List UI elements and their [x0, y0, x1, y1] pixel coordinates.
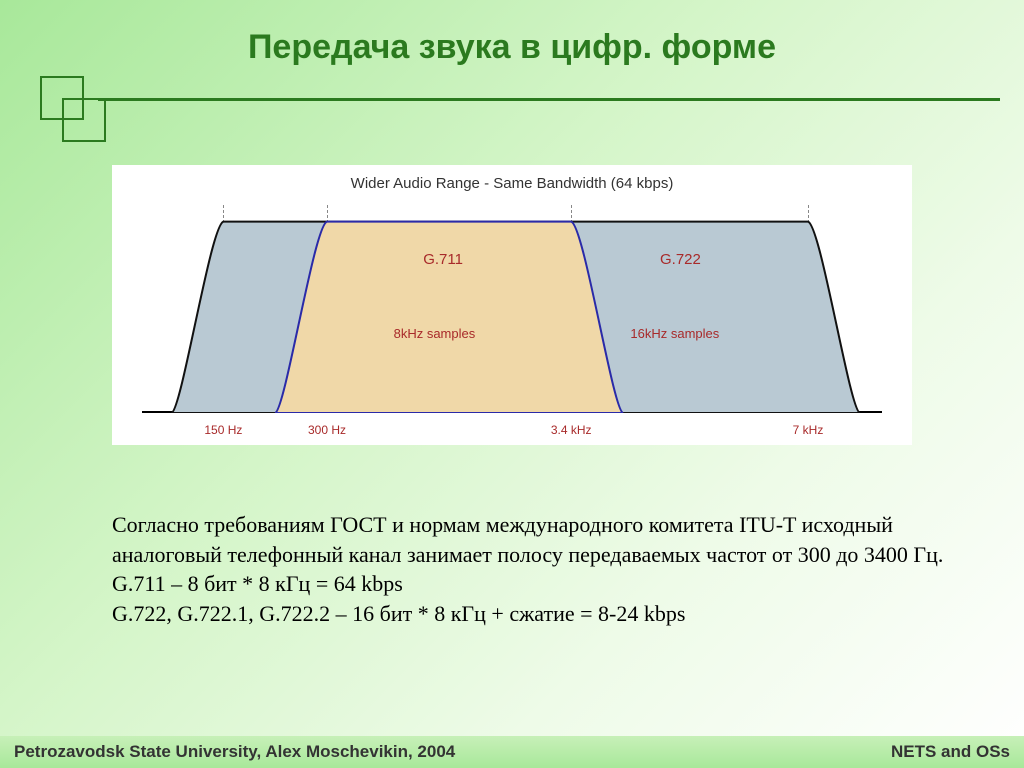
paragraph: Согласно требованиям ГОСТ и нормам между… — [112, 510, 954, 569]
paragraph: G.711 – 8 бит * 8 кГц = 64 kbps — [112, 569, 954, 599]
footer-left: Petrozavodsk State University, Alex Mosc… — [14, 742, 455, 762]
x-tick-label: 150 Hz — [204, 423, 242, 437]
codec-label: G.711 — [423, 251, 463, 268]
slide-title: Передача звука в цифр. форме — [0, 0, 1024, 67]
x-tick-row: 150 Hz 300 Hz 3.4 kHz 7 kHz — [112, 417, 912, 437]
x-tick-label: 7 kHz — [793, 423, 824, 437]
series-G.711 — [112, 205, 912, 413]
footer: Petrozavodsk State University, Alex Mosc… — [0, 736, 1024, 768]
x-tick-label: 300 Hz — [308, 423, 346, 437]
title-rule — [98, 98, 1000, 101]
footer-right: NETS and OSs — [891, 742, 1010, 762]
body-text: Согласно требованиям ГОСТ и нормам между… — [112, 510, 954, 629]
audio-range-chart: Wider Audio Range - Same Bandwidth (64 k… — [112, 165, 912, 445]
sample-rate-label: 8kHz samples — [394, 326, 476, 341]
x-tick-label: 3.4 kHz — [551, 423, 592, 437]
chart-plot-area: G.72216kHz samplesG.7118kHz samples — [112, 205, 912, 413]
paragraph: G.722, G.722.1, G.722.2 – 16 бит * 8 кГц… — [112, 599, 954, 629]
square-icon — [62, 98, 106, 142]
chart-title: Wider Audio Range - Same Bandwidth (64 k… — [112, 165, 912, 192]
